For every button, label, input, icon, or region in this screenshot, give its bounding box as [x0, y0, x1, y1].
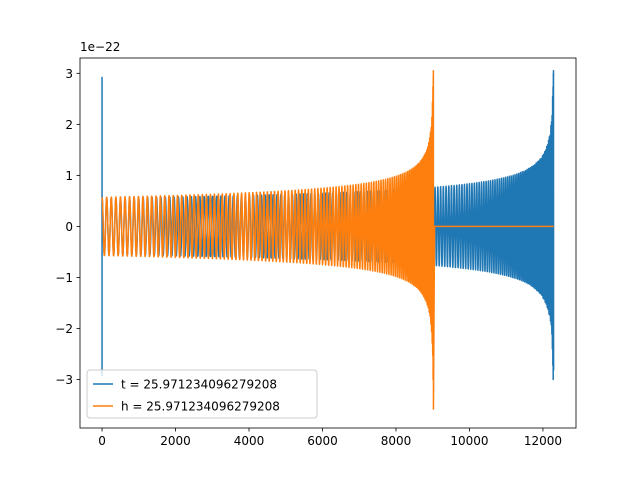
y-tick-label: −1: [55, 271, 73, 285]
legend-label: t = 25.971234096279208: [121, 378, 277, 392]
axes: 0 2000 4000 6000 8000 10000 12000 −3 −2 −1 0 1 2 3: [55, 57, 577, 448]
y-tick-label: −3: [55, 373, 73, 387]
x-tick-label: 2000: [160, 434, 191, 448]
x-tick-label: 8000: [381, 434, 412, 448]
y-tick-label: 3: [65, 67, 73, 81]
x-tick-label: 0: [98, 434, 106, 448]
x-tick-label: 10000: [450, 434, 488, 448]
x-tick-label: 12000: [524, 434, 562, 448]
legend-label: h = 25.971234096279208: [121, 400, 280, 414]
x-tick-label: 4000: [234, 434, 265, 448]
series-line-h: [101, 70, 554, 410]
y-tick-label: 1: [65, 169, 73, 183]
axes-frame: [79, 57, 577, 429]
y-tick-label: −2: [55, 322, 73, 336]
y-offset-label: 1e−22: [80, 40, 120, 54]
legend: t = 25.971234096279208 h = 25.97123409627…: [86, 369, 318, 419]
x-tick-label: 6000: [307, 434, 338, 448]
legend-box: [86, 369, 318, 419]
y-tick-label: 0: [65, 220, 73, 234]
y-tick-label: 2: [65, 118, 73, 132]
plot-area: [101, 70, 555, 410]
